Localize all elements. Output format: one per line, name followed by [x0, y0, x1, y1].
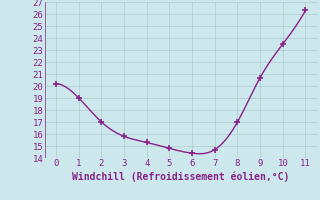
X-axis label: Windchill (Refroidissement éolien,°C): Windchill (Refroidissement éolien,°C) [72, 171, 290, 182]
